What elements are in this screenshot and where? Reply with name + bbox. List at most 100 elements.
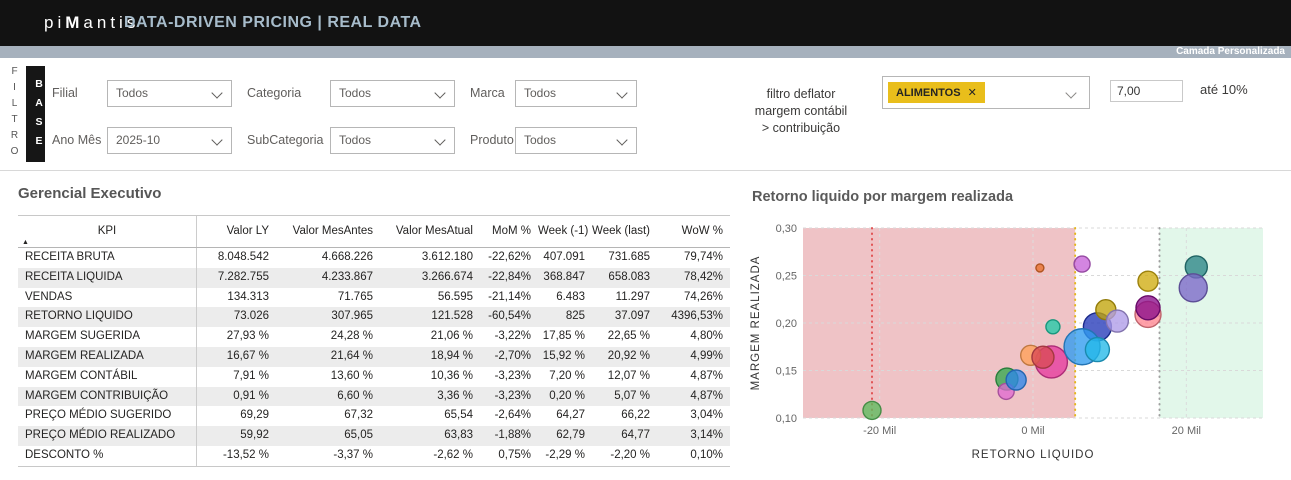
table-row[interactable]: MARGEM REALIZADA 16,67 % 21,64 % 18,94 % -2,…: [18, 346, 730, 367]
scatter-chart: 0,10 0,15 0,20 0,25 0,30 -20 Mil 0 Mil 20 Mil RE…: [750, 223, 1263, 461]
table-row[interactable]: RECEITA LIQUIDA 7.282.755 4.233.867 3.266.6…: [18, 267, 730, 288]
bubble-green-left[interactable]: [862, 400, 882, 421]
kpi-value-cell: 4,87%: [690, 369, 723, 382]
kpi-value-cell: 658.083: [608, 270, 650, 283]
remove-tag-icon[interactable]: ✕: [967, 87, 977, 99]
table-row[interactable]: MARGEM CONTRIBUIÇÃO 0,91 % 6,60 % 3,36 % -3,…: [18, 386, 730, 407]
y-tick-label: 0,15: [776, 366, 797, 378]
kpi-value-cell: 407.091: [543, 251, 585, 263]
subcategoria-dropdown[interactable]: Todos: [330, 127, 455, 154]
marca-dropdown[interactable]: Todos: [515, 80, 637, 107]
kpi-value-cell: 5,07 %: [614, 389, 650, 402]
deflator-category-dropdown[interactable]: ALIMENTOS ✕: [882, 76, 1090, 109]
chevron-down-icon: [211, 87, 223, 99]
table-header-row: KPI ▲ Valor LY Valor MesAntes Valor MesAt…: [18, 216, 730, 248]
table-row[interactable]: DESCONTO % -13,52 % -3,37 % -2,62 % 0,75% -2,…: [18, 445, 730, 466]
kpi-value-cell: 37.097: [614, 310, 650, 323]
produto-dropdown[interactable]: Todos: [515, 127, 637, 154]
marca-dropdown-value: Todos: [524, 86, 557, 100]
kpi-value-cell: 4.668.226: [321, 251, 373, 263]
bubble-orange-dot[interactable]: [1035, 263, 1045, 273]
deflator-filter-label: filtro deflator margem contábil > contri…: [754, 87, 848, 135]
base-vertical-tab[interactable]: BASE: [26, 66, 45, 162]
kpi-value-cell: -2,64%: [494, 409, 531, 422]
ano-mes-dropdown-value: 2025-10: [116, 133, 161, 147]
bubble-purple-right[interactable]: [1178, 273, 1208, 303]
selected-tag-alimentos[interactable]: ALIMENTOS ✕: [888, 82, 985, 103]
column-header-kpi[interactable]: KPI ▲: [22, 225, 117, 246]
x-tick-label: 0 Mil: [1021, 425, 1044, 437]
kpi-value-cell: -3,22%: [494, 330, 531, 343]
kpi-value-cell: 0,91 %: [196, 386, 276, 407]
column-header[interactable]: Valor LY: [196, 216, 276, 247]
kpi-name-cell: MARGEM CONTRIBUIÇÃO: [25, 389, 169, 402]
kpi-value-cell: 62,79: [556, 429, 585, 442]
bubble-teal-small[interactable]: [1045, 319, 1061, 335]
kpi-value-cell: 21,64 %: [330, 349, 373, 362]
column-header[interactable]: Valor MesAtual: [395, 225, 473, 237]
column-header[interactable]: Week (last): [592, 225, 650, 237]
x-tick-label: 20 Mil: [1172, 425, 1201, 437]
kpi-value-cell: 12,07 %: [607, 369, 650, 382]
chevron-down-icon: [1065, 87, 1077, 99]
chevron-down-icon: [211, 134, 223, 146]
table-row[interactable]: MARGEM CONTÁBIL 7,91 % 13,60 % 10,36 % -3,23…: [18, 366, 730, 387]
bubble-orchid-top[interactable]: [1073, 255, 1091, 273]
bubble-cyan[interactable]: [1084, 336, 1111, 363]
kpi-value-cell: 15,92 %: [542, 349, 585, 362]
kpi-value-cell: 7.282.755: [196, 267, 276, 288]
chevron-down-icon: [434, 87, 446, 99]
filial-dropdown[interactable]: Todos: [107, 80, 232, 107]
table-row[interactable]: VENDAS 134.313 71.765 56.595 -21,14% 6.483 11.…: [18, 287, 730, 308]
kpi-value-cell: -2,20 %: [610, 448, 650, 461]
categoria-label: Categoria: [247, 86, 302, 100]
chevron-down-icon: [616, 134, 628, 146]
chevron-down-icon: [616, 87, 628, 99]
sort-asc-icon[interactable]: ▲: [22, 239, 29, 246]
kpi-name-cell: PREÇO MÉDIO SUGERIDO: [25, 409, 172, 422]
kpi-value-cell: 731.685: [608, 251, 650, 263]
categoria-dropdown[interactable]: Todos: [330, 80, 455, 107]
column-header[interactable]: MoM %: [492, 225, 531, 237]
kpi-value-cell: -2,62 %: [433, 448, 473, 461]
kpi-value-cell: 4,80%: [690, 330, 723, 343]
column-header[interactable]: Valor MesAntes: [292, 225, 373, 237]
y-axis-title: MARGEM REALIZADA: [750, 256, 762, 391]
kpi-value-cell: 11.297: [615, 290, 650, 303]
table-row[interactable]: PREÇO MÉDIO REALIZADO 59,92 65,05 63,83 -1,8…: [18, 426, 730, 446]
chevron-down-icon: [434, 134, 446, 146]
column-header[interactable]: WoW %: [681, 225, 723, 237]
kpi-name-cell: VENDAS: [25, 290, 73, 303]
bubble-periwinkle[interactable]: [1105, 309, 1130, 333]
bubble-blue-mid[interactable]: [1005, 369, 1027, 391]
kpi-value-cell: 13,60 %: [330, 369, 373, 382]
kpi-name-cell: DESCONTO %: [25, 448, 104, 461]
kpi-value-cell: 134.313: [196, 287, 276, 308]
table-row[interactable]: RECEITA BRUTA 8.048.542 4.668.226 3.612.180…: [18, 248, 730, 268]
bubble-gold-right[interactable]: [1137, 270, 1159, 292]
column-header[interactable]: Week (-1): [538, 225, 589, 237]
kpi-value-cell: 22,65 %: [607, 330, 650, 343]
subcategoria-dropdown-value: Todos: [339, 133, 372, 147]
ano-mes-dropdown[interactable]: 2025-10: [107, 127, 232, 154]
kpi-value-cell: -21,14%: [488, 290, 531, 303]
filtro-vertical-label: FILTRO: [9, 66, 20, 162]
filial-dropdown-value: Todos: [116, 86, 149, 100]
kpi-value-cell: 0,20 %: [549, 389, 585, 402]
bubble-dark-purple[interactable]: [1135, 295, 1161, 321]
kpi-value-cell: 74,26%: [683, 290, 723, 303]
kpi-value-cell: 8.048.542: [196, 248, 276, 268]
chart-title: Retorno liquido por margem realizada: [752, 189, 1014, 205]
kpi-name-cell: MARGEM SUGERIDA: [25, 330, 141, 343]
categoria-dropdown-value: Todos: [339, 86, 372, 100]
table-row[interactable]: MARGEM SUGERIDA 27,93 % 24,28 % 21,06 % -3,2…: [18, 327, 730, 347]
table-row[interactable]: RETORNO LIQUIDO 73.026 307.965 121.528 -60,5…: [18, 307, 730, 328]
bubble-red[interactable]: [1031, 345, 1055, 369]
deflator-value-input[interactable]: [1110, 80, 1183, 102]
kpi-value-cell: -2,70%: [494, 349, 531, 362]
table-row[interactable]: PREÇO MÉDIO SUGERIDO 69,29 67,32 65,54 -2,64…: [18, 406, 730, 427]
kpi-value-cell: 79,74%: [683, 251, 723, 263]
kpi-value-cell: 16,67 %: [196, 346, 276, 367]
custom-layer-label: Camada Personalizada: [1176, 46, 1285, 57]
kpi-value-cell: 17,85 %: [542, 330, 585, 343]
